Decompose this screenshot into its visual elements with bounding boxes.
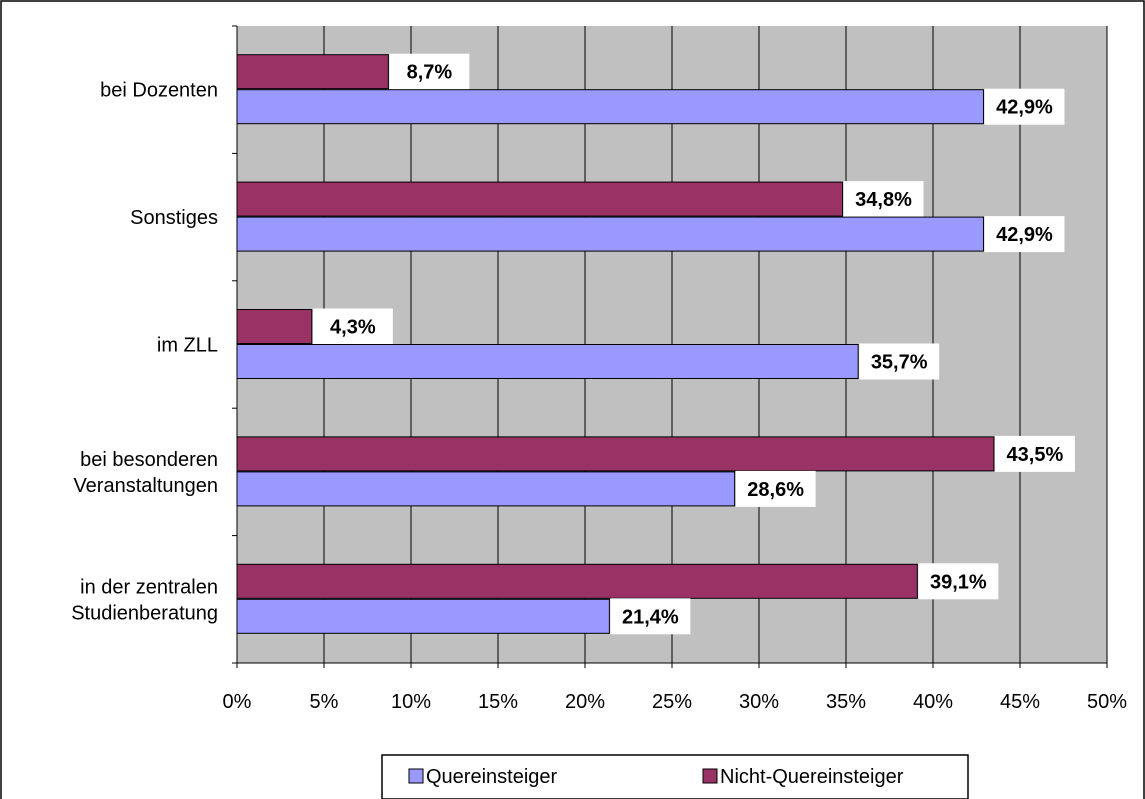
x-tick-label: 0%	[223, 691, 252, 713]
bar-nicht-quereinsteiger	[236, 54, 389, 90]
legend-label: Nicht-Quereinsteiger	[720, 766, 904, 788]
category-label: im ZLL	[157, 335, 218, 357]
category-label-line: im ZLL	[157, 335, 218, 357]
data-label-box	[389, 53, 470, 90]
legend-swatch	[702, 768, 718, 784]
legend-swatch	[408, 768, 424, 784]
data-label-box	[994, 435, 1075, 472]
data-label-box	[843, 181, 924, 218]
x-tick-label: 40%	[913, 691, 953, 713]
data-label-box	[984, 216, 1065, 253]
category-label: bei besonderen Veranstaltungen	[73, 449, 218, 497]
data-label: 4,3%	[330, 317, 376, 339]
x-tick-label: 20%	[565, 691, 605, 713]
x-tick-label: 5%	[310, 691, 339, 713]
category-label: bei Dozenten	[100, 80, 218, 102]
category-label-line: Studienberatung	[71, 602, 218, 624]
data-label: 28,6%	[747, 479, 804, 501]
bar-quereinsteiger	[236, 89, 984, 125]
bar-quereinsteiger	[236, 471, 736, 507]
bar-nicht-quereinsteiger	[236, 309, 313, 344]
data-label: 43,5%	[1007, 444, 1064, 466]
legend-label: Quereinsteiger	[426, 766, 558, 788]
bar-nicht-quereinsteiger	[236, 436, 995, 472]
x-tick-label: 45%	[1000, 691, 1040, 713]
category-label-line: in der zentralen	[80, 576, 218, 598]
category-label-line: Veranstaltungen	[73, 475, 218, 497]
x-tick-label: 15%	[478, 691, 518, 713]
data-label-box	[859, 343, 940, 380]
category-label-line: bei Dozenten	[100, 80, 218, 102]
bar-quereinsteiger	[236, 216, 984, 252]
data-label: 8,7%	[407, 62, 453, 84]
data-label-box	[984, 88, 1065, 125]
data-label-box	[312, 308, 393, 345]
category-label-line: Sonstiges	[130, 207, 218, 229]
bar-quereinsteiger	[236, 598, 610, 634]
data-label-box	[735, 470, 816, 507]
legend	[381, 754, 969, 799]
data-label: 42,9%	[996, 97, 1053, 119]
category-label: in der zentralen Studienberatung	[71, 576, 218, 624]
x-tick-label: 30%	[739, 691, 779, 713]
data-label: 34,8%	[855, 189, 912, 211]
x-tick-label: 35%	[826, 691, 866, 713]
data-label: 39,1%	[930, 571, 987, 593]
data-label: 21,4%	[622, 606, 679, 628]
bar-quereinsteiger	[236, 344, 859, 379]
bar-nicht-quereinsteiger	[236, 563, 918, 599]
category-label: Sonstiges	[130, 207, 218, 229]
data-label-box	[918, 563, 999, 600]
data-label: 42,9%	[996, 224, 1053, 246]
category-label-line: bei besonderen	[80, 449, 218, 471]
data-label: 35,7%	[871, 352, 928, 374]
x-tick-label: 10%	[391, 691, 431, 713]
bar-nicht-quereinsteiger	[236, 181, 844, 217]
data-label-box	[610, 598, 691, 635]
x-tick-label: 25%	[652, 691, 692, 713]
x-tick-label: 50%	[1087, 691, 1127, 713]
